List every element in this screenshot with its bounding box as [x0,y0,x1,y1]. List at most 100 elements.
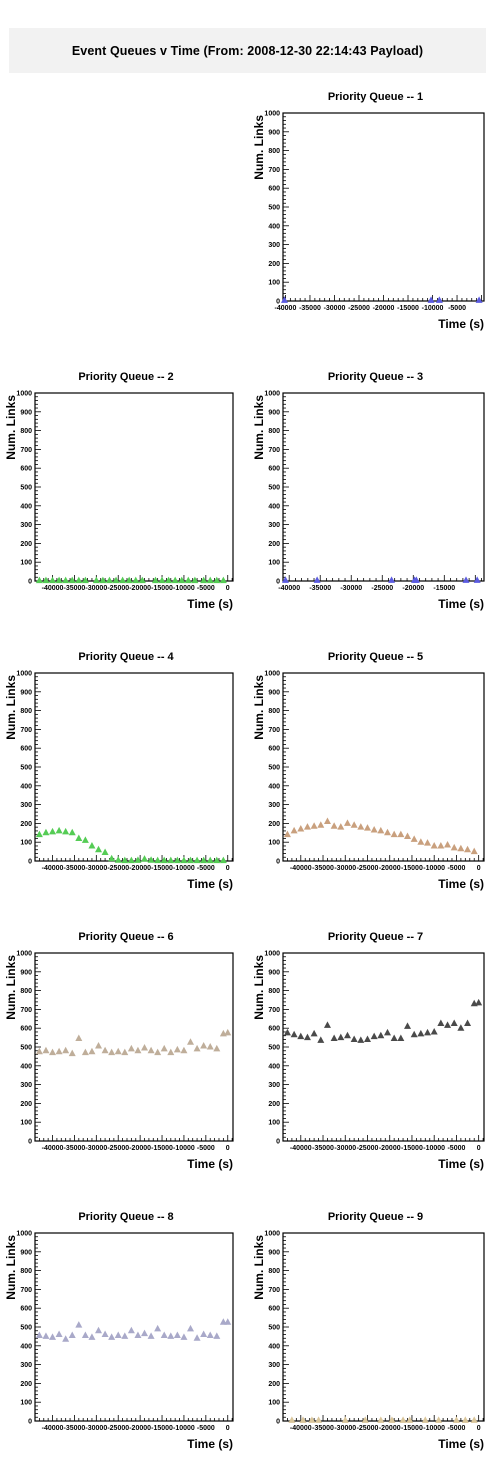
data-point [390,830,398,838]
x-tick-label: -35000 [64,585,86,592]
data-point [224,1028,232,1036]
x-tick-label: -40000 [290,865,312,872]
y-tick-label: 0 [276,299,280,306]
y-tick-label: 700 [268,1007,280,1014]
y-tick-label: 800 [268,1268,280,1275]
data-point [219,1318,227,1325]
data-point [180,856,188,864]
data-point [290,826,298,834]
data-point [330,822,338,829]
data-point [430,1027,438,1035]
chart-title: Priority Queue -- 1 [328,91,423,103]
x-tick-label: -15000 [151,1425,173,1432]
x-tick-label: 0 [477,1145,481,1152]
data-point [99,576,107,584]
y-tick-label: 700 [20,447,32,454]
data-point [147,856,155,863]
data-point [417,838,425,845]
x-tick-label: -20000 [373,305,395,312]
data-point [452,1416,460,1423]
data-point [457,844,465,852]
data-point [219,576,227,584]
y-tick-label: 300 [20,1082,32,1089]
data-point [464,1019,472,1026]
data-point [200,1042,208,1049]
data-point [68,828,76,836]
data-point [49,1333,57,1340]
data-point [397,1034,405,1042]
y-tick-label: 500 [268,1325,280,1332]
data-point [151,576,159,584]
data-point [213,1044,221,1052]
data-point [343,819,351,826]
x-tick-label: -25000 [107,585,129,592]
x-tick-label: -20000 [379,1425,401,1432]
x-tick-label: -10000 [173,585,195,592]
x-tick-label: -5000 [447,865,465,872]
data-point [297,825,305,832]
chart-title: Priority Queue -- 8 [78,1211,173,1223]
y-tick-label: 800 [268,428,280,435]
data-point [42,828,50,836]
y-tick-label: 900 [20,689,32,696]
x-tick-label: -40000 [42,1425,64,1432]
x-tick-label: -35000 [312,1425,334,1432]
data-point [180,1046,188,1054]
data-point [464,845,472,853]
x-tick-label: -15000 [151,1145,173,1152]
x-tick-label: -30000 [85,585,107,592]
data-point [55,1330,63,1338]
x-axis-label: Time (s) [438,597,484,611]
y-tick-label: 100 [268,840,280,847]
y-tick-label: 100 [20,1120,32,1127]
x-tick-label: 0 [226,1145,230,1152]
chart-title: Priority Queue -- 2 [78,371,173,383]
y-tick-label: 100 [20,560,32,567]
data-point [450,1019,458,1026]
y-tick-label: 0 [28,859,32,866]
x-tick-label: -30000 [340,585,362,592]
x-tick-label: -10000 [423,865,445,872]
x-tick-label: -40000 [42,865,64,872]
data-point [75,1034,83,1042]
data-point [187,1038,195,1045]
y-axis-label: Num. Links [252,395,266,460]
data-point [330,1034,338,1042]
data-point [290,1030,298,1038]
y-tick-label: 400 [20,783,32,790]
y-axis-label: Num. Links [252,955,266,1020]
data-point [42,576,50,584]
chart-panel-9: Priority Queue -- 9 0 100 200 300 400 500 600 70… [252,1211,485,1451]
y-tick-label: 100 [268,1400,280,1407]
data-point [167,1048,175,1056]
y-tick-label: 900 [20,409,32,416]
data-point [108,1048,116,1056]
data-point [167,1332,175,1339]
data-point [206,576,214,584]
data-point [81,576,89,584]
y-tick-label: 100 [20,840,32,847]
data-point [444,841,452,848]
y-tick-label: 400 [268,503,280,510]
data-point [75,1321,83,1328]
data-point [200,576,208,584]
data-point [424,839,432,846]
data-point [384,1028,392,1036]
data-point [357,823,365,830]
data-point [377,1416,385,1423]
data-point [308,1416,316,1423]
data-point [160,856,168,864]
x-axis-label: Time (s) [187,1157,233,1171]
x-tick-label: -15000 [401,865,423,872]
data-point [283,830,291,838]
data-point [92,576,100,584]
y-tick-label: 500 [268,765,280,772]
y-tick-label: 900 [268,129,280,136]
y-tick-label: 500 [268,205,280,212]
data-point [55,1047,63,1055]
data-point [435,296,443,303]
y-tick-label: 600 [20,746,32,753]
y-tick-label: 400 [268,783,280,790]
data-point [141,855,149,862]
y-tick-label: 500 [20,1325,32,1332]
